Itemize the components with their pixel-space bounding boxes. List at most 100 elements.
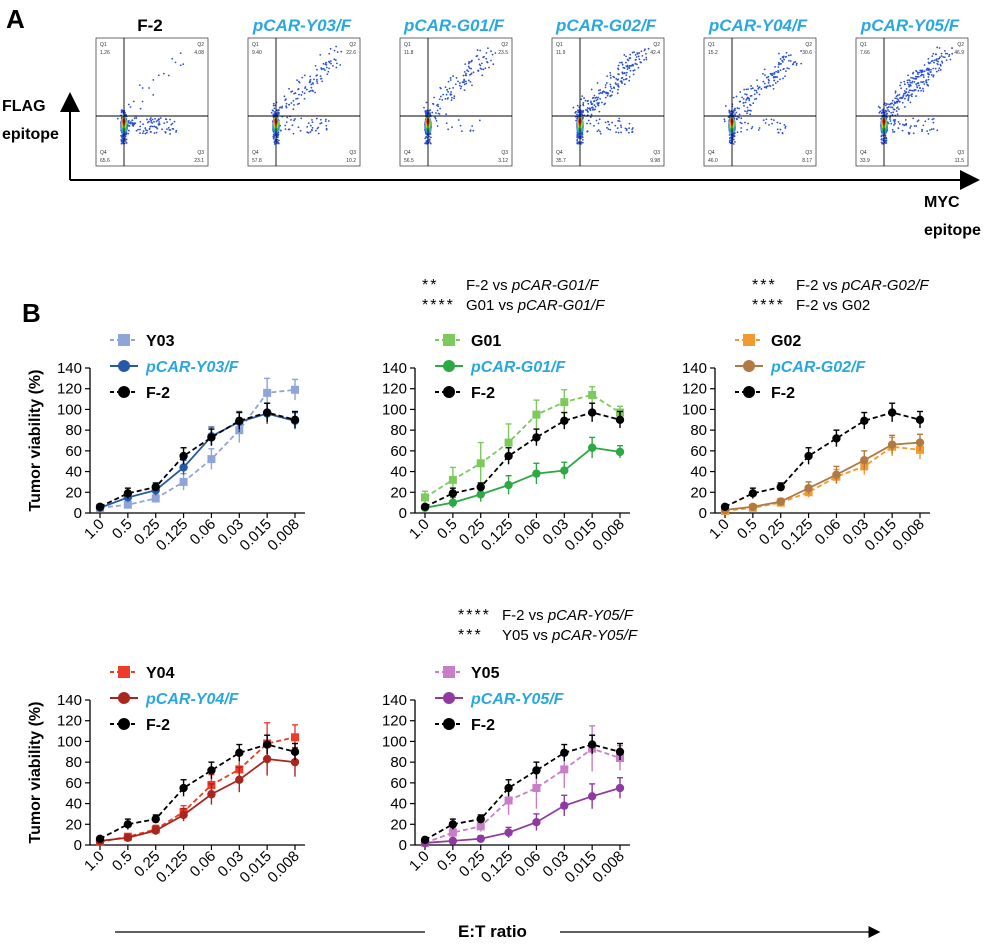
series-line [99,758,296,842]
flow-dot [913,81,916,83]
flow-dot [888,103,891,106]
flow-dot [620,131,622,134]
flow-dot [587,119,590,122]
flow-dot [179,64,182,67]
flow-dot [895,100,898,103]
flow-dot [937,69,940,72]
flow-dot [747,122,749,125]
flow-dot [621,76,624,79]
flow-dot [779,69,782,72]
y-tick-label: 140 [682,360,707,377]
flow-dot [736,131,739,134]
flow-dot [606,126,608,129]
flow-dot [425,101,428,104]
flow-dot [623,83,626,86]
flow-dot [582,101,585,104]
stat-line: **** F-2 vs G02 [752,297,871,314]
flow-dot [436,125,439,127]
flow-dot [469,73,472,76]
flow-dot [131,124,134,127]
flow-dot [892,119,895,121]
flow-dot [299,129,302,132]
flag-axis-label: FLAG [2,98,46,115]
flow-dot [634,62,637,65]
flow-dot [610,94,613,97]
flow-dot [311,89,314,92]
flow-dot [170,123,173,126]
flow-dot [162,72,165,75]
flow-dot [949,58,952,61]
flow-dot [132,122,135,125]
flow-dot [325,118,327,121]
flow-dot [880,138,883,140]
flow-dot [625,71,628,74]
flow-dot [905,88,908,90]
flow-dot [890,106,892,109]
flow-dot [772,119,775,122]
flow-dot [750,127,753,130]
q3-tag: Q3 [349,150,356,156]
flow-dot [900,87,903,90]
flow-dot [917,81,920,84]
flow-dot [910,94,912,96]
legend-label: Y03 [146,333,175,350]
flow-dot [596,102,599,105]
flow-dot [755,89,758,92]
flow-dot [149,118,151,121]
data-point [263,388,272,397]
data-point [123,489,133,498]
flow-dot [329,60,332,63]
flow-dot [763,82,766,85]
flow-dot [309,78,312,81]
data-point [179,477,188,486]
flow-dot [635,58,637,61]
flow-dot [590,113,593,116]
flow-dot [753,93,756,96]
y-tick-label: 60 [690,443,707,460]
flow-dot [311,126,314,129]
flow-dot [736,118,738,120]
data-point [448,820,458,829]
flow-dot [764,122,767,124]
data-point [560,765,569,774]
legend-marker [443,666,455,678]
flow-dot [930,68,932,71]
flow-dot [778,52,780,55]
y-tick-label: 40 [65,796,82,813]
data-point [504,438,513,447]
flow-dot [325,61,328,64]
data-point [151,814,160,824]
data-point [748,489,758,498]
flow-dot [436,109,439,112]
flow-dot [601,101,603,104]
data-point [887,408,897,417]
flow-dot [150,117,152,119]
flow-dot [789,60,792,62]
flow-dot [125,142,128,144]
flow-dot [597,122,600,125]
flow-dot [596,103,599,106]
flow-dot [315,129,317,132]
flow-dot [945,59,948,62]
flow-dot [276,140,278,143]
flow-dot [582,111,584,114]
flow-dot [772,84,774,86]
flow-cytometry-panel: Q1 1.26 Q2 4.08 Q4 65.6 Q3 23.1 Q1 9.40 Q2 22.6 Q4 57… [60,37,980,190]
flow-dot [894,91,897,94]
flow-dot [917,75,920,78]
flow-dot [885,139,888,142]
flow-dot [577,110,580,113]
flow-dot [447,128,450,131]
flow-dot [913,89,916,91]
data-point [179,463,188,472]
flow-dot [586,122,588,125]
flow-dot [930,71,932,73]
et-ratio-axis [115,926,881,938]
flow-dot [617,84,620,87]
flow-dot [749,104,752,107]
flow-dot [762,80,765,83]
flow-dot [124,135,127,138]
flow-dot [750,87,753,90]
flow-dot [749,113,752,116]
flow-dot [621,72,624,75]
